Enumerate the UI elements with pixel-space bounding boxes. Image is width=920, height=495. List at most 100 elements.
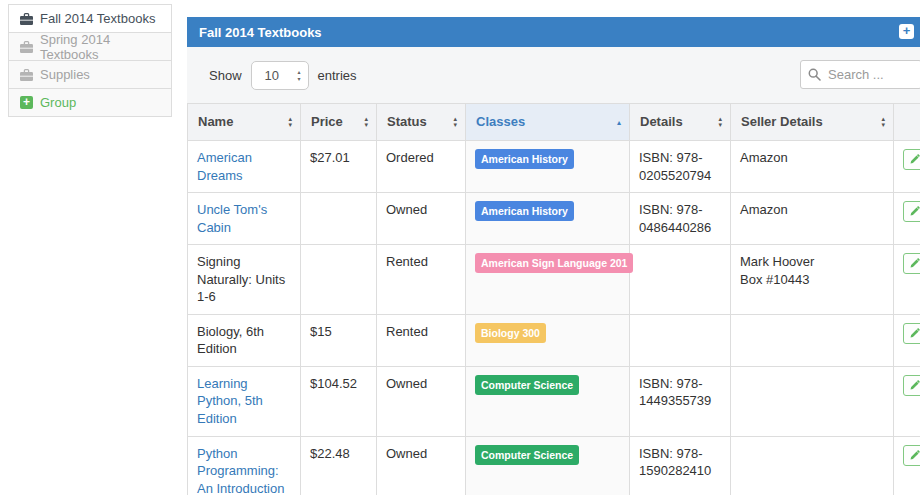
sidebar-item-group[interactable]: + Group: [8, 88, 172, 117]
table-row: Signing Naturally: Units 1-6 Rented Amer…: [188, 245, 920, 315]
price-cell: $104.52: [301, 366, 377, 436]
edit-button[interactable]: [903, 445, 920, 466]
table-row: Uncle Tom's Cabin Owned American History…: [188, 193, 920, 245]
seller-details-cell: Amazon: [731, 193, 894, 245]
edit-button[interactable]: [903, 323, 920, 344]
sort-both-icon: ▴▾: [288, 116, 292, 128]
page-size-value: 10: [265, 68, 279, 83]
price-cell: [301, 193, 377, 245]
actions-cell: [894, 366, 920, 436]
seller-details-cell: [731, 314, 894, 366]
sidebar-item-supplies[interactable]: + Supplies: [8, 60, 172, 89]
sidebar: + Fall 2014 Textbooks + Spring 2014 Text…: [8, 4, 172, 117]
sidebar-item-label: Fall 2014 Textbooks: [40, 11, 155, 26]
classes-cell: Computer Science: [466, 366, 630, 436]
name-cell: Learning Python, 5th Edition: [188, 366, 301, 436]
column-header[interactable]: Name ▴▾ ▴: [188, 104, 301, 141]
price-cell: $22.48: [301, 436, 377, 495]
edit-button[interactable]: [903, 375, 920, 396]
textbook-name[interactable]: Learning Python, 5th Edition: [197, 376, 263, 426]
status-cell: Ordered: [377, 141, 466, 193]
textbooks-panel: Fall 2014 Textbooks + Show 10 ▴▾ entries: [187, 17, 920, 495]
column-header-label: Classes: [476, 114, 525, 129]
column-header-label: Status: [387, 114, 427, 129]
status-cell: Owned: [377, 193, 466, 245]
name-cell: Biology, 6th Edition: [188, 314, 301, 366]
column-header[interactable]: Seller Details ▴▾ ▴: [731, 104, 894, 141]
sort-both-icon: ▴▾: [881, 116, 885, 128]
app-window: + Fall 2014 Textbooks + Spring 2014 Text…: [0, 0, 920, 495]
page-size-select[interactable]: 10 ▴▾: [251, 61, 309, 90]
class-badge: Biology 300: [475, 323, 546, 343]
seller-details-cell: Amazon: [731, 141, 894, 193]
table-row: Python Programming: An Introduction to C…: [188, 436, 920, 495]
select-spinner-icon: ▴▾: [298, 69, 301, 83]
textbook-name[interactable]: Python Programming: An Introduction to C…: [197, 446, 284, 495]
edit-button[interactable]: [903, 253, 920, 274]
panel-header: Fall 2014 Textbooks +: [187, 17, 920, 47]
pencil-icon: [909, 328, 920, 339]
add-textbook-button[interactable]: +: [899, 24, 914, 39]
class-badge: Computer Science: [475, 375, 579, 395]
actions-cell: [894, 193, 920, 245]
actions-cell: [894, 245, 920, 315]
sidebar-item-spring-2014-textbooks[interactable]: + Spring 2014 Textbooks: [8, 32, 172, 61]
pencil-icon: [909, 450, 920, 461]
price-cell: [301, 245, 377, 315]
column-header-label: Details: [640, 114, 683, 129]
status-cell: Rented: [377, 314, 466, 366]
classes-cell: Computer Science: [466, 436, 630, 495]
status-cell: Owned: [377, 366, 466, 436]
actions-cell: [894, 314, 920, 366]
column-header[interactable]: Details ▴▾ ▴: [630, 104, 731, 141]
status-cell: Rented: [377, 245, 466, 315]
actions-cell: [894, 436, 920, 495]
details-cell: [630, 245, 731, 315]
textbook-name: Signing Naturally: Units 1-6: [197, 254, 285, 304]
textbook-name[interactable]: Uncle Tom's Cabin: [197, 202, 267, 235]
sidebar-item-fall-2014-textbooks[interactable]: + Fall 2014 Textbooks: [8, 4, 172, 33]
table-row: Biology, 6th Edition $15 Rented Biology …: [188, 314, 920, 366]
column-header[interactable]: Price ▴▾ ▴: [301, 104, 377, 141]
details-cell: ISBN: 978-1449355739: [630, 366, 731, 436]
column-header[interactable]: Status ▴▾ ▴: [377, 104, 466, 141]
entries-label: entries: [318, 68, 357, 83]
column-header-label: Price: [311, 114, 343, 129]
edit-button[interactable]: [903, 201, 920, 222]
sort-both-icon: ▴▾: [453, 116, 457, 128]
briefcase-icon: [20, 41, 33, 53]
price-cell: $27.01: [301, 141, 377, 193]
sidebar-item-label: Group: [40, 95, 76, 110]
classes-cell: American Sign Language 201: [466, 245, 630, 315]
status-cell: Owned: [377, 436, 466, 495]
classes-cell: Biology 300: [466, 314, 630, 366]
details-cell: ISBN: 978-0205520794: [630, 141, 731, 193]
name-cell: Signing Naturally: Units 1-6: [188, 245, 301, 315]
search-box: [800, 60, 920, 89]
column-header-label: Seller Details: [741, 114, 823, 129]
search-icon: [808, 68, 821, 84]
sidebar-item-label: Supplies: [40, 67, 90, 82]
name-cell: Python Programming: An Introduction to C…: [188, 436, 301, 495]
column-header[interactable]: Classes ▴▾ ▴: [466, 104, 630, 141]
actions-cell: [894, 141, 920, 193]
table-row: Learning Python, 5th Edition $104.52 Own…: [188, 366, 920, 436]
textbook-name[interactable]: American Dreams: [197, 150, 252, 183]
class-badge: American History: [475, 201, 574, 221]
seller-details-cell: [731, 366, 894, 436]
name-cell: American Dreams: [188, 141, 301, 193]
class-badge: American History: [475, 149, 574, 169]
show-label: Show: [209, 68, 242, 83]
column-header[interactable]: ▴▾ ▴: [894, 104, 920, 141]
details-cell: [630, 314, 731, 366]
table-row: American Dreams $27.01 Ordered American …: [188, 141, 920, 193]
textbook-name: Biology, 6th Edition: [197, 324, 264, 357]
panel-title: Fall 2014 Textbooks: [199, 25, 322, 40]
seller-details-cell: [731, 436, 894, 495]
table-header-row: Name ▴▾ ▴ Price ▴▾ ▴ Status ▴▾ ▴ Classes…: [188, 104, 920, 141]
briefcase-icon: [20, 13, 33, 25]
edit-button[interactable]: [903, 149, 920, 170]
sidebar-item-label: Spring 2014 Textbooks: [40, 32, 160, 62]
table-toolbar: Show 10 ▴▾ entries: [187, 47, 920, 103]
pencil-icon: [909, 154, 920, 165]
